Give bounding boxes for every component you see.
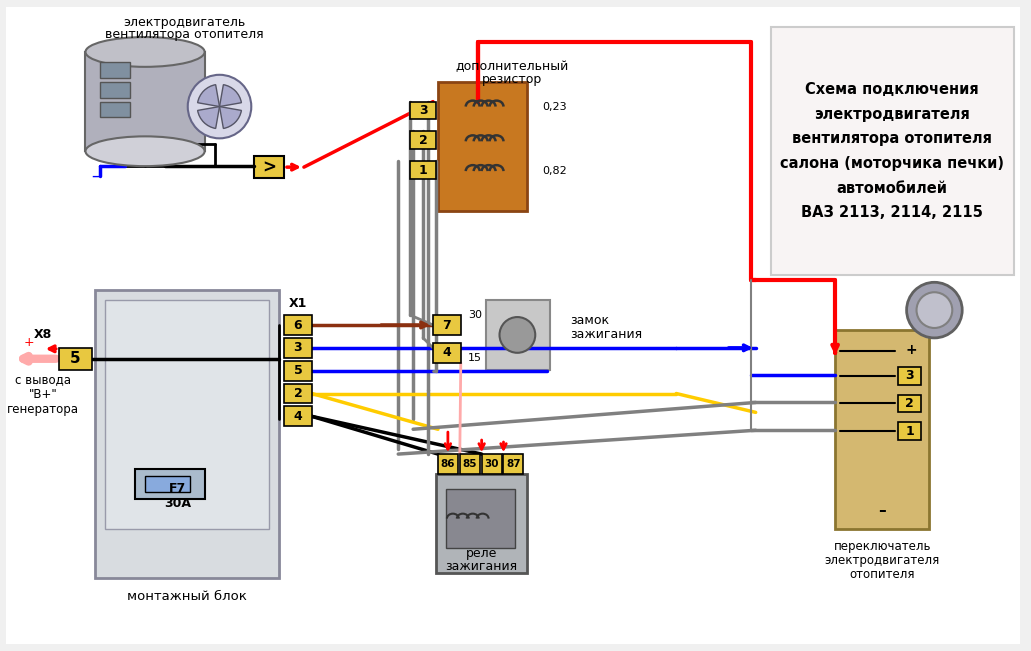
Text: 2: 2 [905,397,913,410]
Bar [460,454,479,474]
Text: 30A: 30A [164,497,191,510]
Bar [285,406,311,426]
Circle shape [499,317,535,353]
Text: Схема подключения
электродвигателя
вентилятора отопителя
салона (моторчика печки: Схема подключения электродвигателя венти… [779,82,1004,220]
Bar [835,330,929,529]
Text: монтажный блок: монтажный блок [127,590,247,603]
Text: 3: 3 [419,104,428,117]
Bar [436,474,527,574]
Text: 2: 2 [294,387,302,400]
Bar [770,27,1013,275]
Bar [86,52,204,151]
Ellipse shape [86,136,204,166]
Text: с вывода: с вывода [14,373,71,386]
Text: 4: 4 [442,346,452,359]
Bar [135,469,204,499]
Bar [105,300,269,529]
Bar [445,489,516,548]
Bar [100,62,130,77]
Text: +: + [906,343,918,357]
Bar [285,361,311,381]
Bar [410,132,436,149]
Text: замок: замок [570,314,609,327]
Text: 5: 5 [70,352,80,367]
Wedge shape [198,107,220,128]
Bar [285,383,311,404]
Bar [486,300,551,370]
Bar [503,454,524,474]
Text: X1: X1 [289,297,307,310]
Wedge shape [220,107,241,128]
Bar [410,161,436,179]
Text: электродвигатель: электродвигатель [124,16,245,29]
Bar [145,476,190,492]
Text: 0,82: 0,82 [542,166,567,176]
Text: 2: 2 [419,134,428,147]
Text: резистор: резистор [483,74,542,87]
Text: "В+": "В+" [29,388,57,401]
Text: –: – [878,503,887,518]
Wedge shape [198,85,220,107]
Bar [898,422,922,440]
Bar [96,290,279,578]
Text: 1: 1 [905,424,913,437]
Text: электродвигателя: электродвигателя [825,554,940,567]
Bar [285,315,311,335]
Text: 0,23: 0,23 [542,102,567,111]
Text: зажигания: зажигания [570,329,642,341]
Text: вентилятора отопителя: вентилятора отопителя [105,27,264,40]
Text: 87: 87 [506,459,521,469]
Text: F7: F7 [169,482,186,495]
Text: 30: 30 [468,310,481,320]
Bar [438,454,458,474]
Bar [433,315,461,335]
Text: –: – [91,167,100,185]
Text: 85: 85 [463,459,477,469]
Text: генератора: генератора [7,403,78,416]
Bar [481,454,501,474]
Bar [100,82,130,98]
Text: 1: 1 [419,163,428,176]
Bar [898,395,922,412]
Circle shape [188,75,252,139]
Text: отопителя: отопителя [850,568,916,581]
Text: >: > [262,158,276,176]
Wedge shape [220,85,241,107]
Text: 6: 6 [294,318,302,331]
Bar [285,338,311,358]
Bar [59,348,93,370]
Bar [438,82,527,211]
Text: 30: 30 [485,459,499,469]
Text: +: + [24,337,34,350]
Text: дополнительный: дополнительный [456,61,569,74]
Text: X8: X8 [34,329,52,341]
Text: 3: 3 [905,369,913,382]
Ellipse shape [86,37,204,67]
Text: переключатель: переключатель [833,540,931,553]
Bar [898,367,922,385]
Text: 7: 7 [442,318,452,331]
Bar [100,102,130,117]
Circle shape [906,283,962,338]
Bar [410,102,436,120]
Text: 86: 86 [440,459,455,469]
Text: 15: 15 [468,353,481,363]
Text: реле: реле [466,547,497,560]
Bar [255,156,285,178]
Text: зажигания: зажигания [445,560,518,573]
Text: 4: 4 [294,410,302,423]
Bar [433,343,461,363]
Text: 5: 5 [294,364,302,377]
Circle shape [917,292,953,328]
Text: 3: 3 [294,341,302,354]
